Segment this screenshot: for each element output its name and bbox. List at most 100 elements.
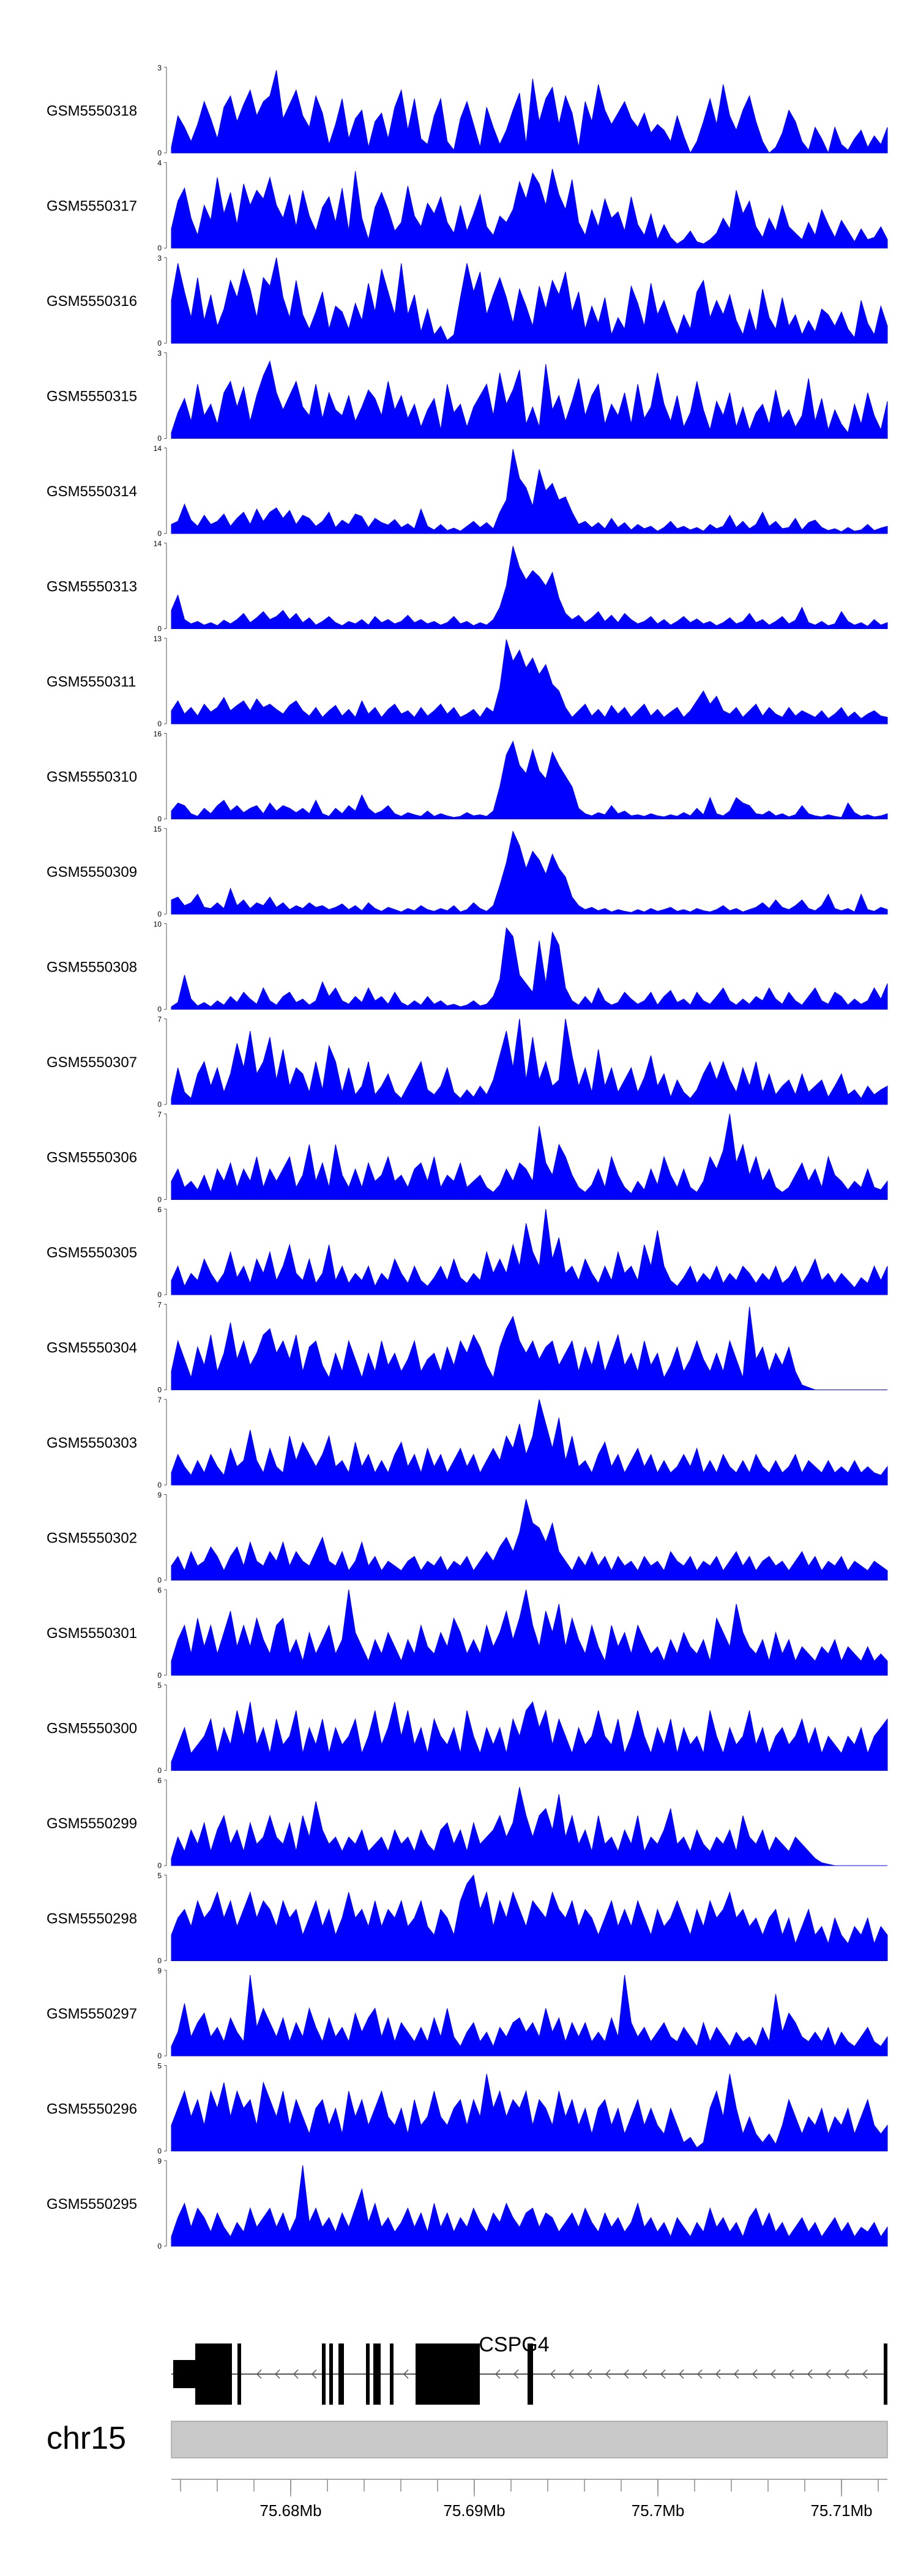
chromosome-label: chr15 xyxy=(47,2421,126,2456)
track-label: GSM5550298 xyxy=(47,1911,137,1927)
y-min-label: 0 xyxy=(157,149,162,157)
y-max-label: 6 xyxy=(157,1586,162,1595)
y-min-label: 0 xyxy=(157,910,162,918)
strand-arrow xyxy=(770,2369,776,2379)
track-label: GSM5550317 xyxy=(47,198,137,215)
coverage-track: GSM5550305 6 0 xyxy=(47,1205,888,1299)
y-min-label: 0 xyxy=(157,1671,162,1680)
track-label: GSM5550299 xyxy=(47,1815,137,1832)
coverage-area xyxy=(171,639,888,724)
strand-arrow xyxy=(494,2369,501,2379)
axis-tick-label: 75.71Mb xyxy=(810,2501,872,2520)
coverage-track: GSM5550316 3 0 xyxy=(47,254,888,348)
track-label: GSM5550309 xyxy=(47,864,137,880)
strand-arrow xyxy=(843,2369,849,2379)
strand-arrow xyxy=(311,2369,317,2379)
y-min-label: 0 xyxy=(157,720,162,728)
coverage-area xyxy=(171,1114,888,1200)
y-min-label: 0 xyxy=(157,1100,162,1109)
strand-arrow xyxy=(568,2369,574,2379)
track-label: GSM5550311 xyxy=(47,674,136,690)
coverage-area xyxy=(171,1208,888,1295)
y-min-label: 0 xyxy=(157,1290,162,1299)
coverage-track: GSM5550304 7 0 xyxy=(47,1301,887,1394)
axis-tick-label: 75.7Mb xyxy=(632,2501,685,2520)
y-max-label: 5 xyxy=(157,1872,162,1880)
strand-arrow xyxy=(807,2369,813,2379)
coverage-area xyxy=(171,360,888,439)
coverage-track: GSM5550298 5 0 xyxy=(47,1872,888,1965)
coverage-area xyxy=(171,1787,887,1866)
gene-exon xyxy=(338,2343,344,2405)
coverage-area xyxy=(171,927,888,1010)
track-label: GSM5550304 xyxy=(47,1340,137,1357)
track-label: GSM5550307 xyxy=(47,1054,137,1071)
y-max-label: 6 xyxy=(157,1776,162,1785)
strand-arrow xyxy=(256,2369,262,2379)
coverage-track: GSM5550308 10 0 xyxy=(47,920,888,1014)
y-max-label: 10 xyxy=(154,920,162,929)
strand-arrow xyxy=(696,2369,703,2379)
strand-arrow xyxy=(403,2369,409,2379)
y-max-label: 13 xyxy=(154,635,162,643)
y-max-label: 15 xyxy=(154,825,162,833)
y-min-label: 0 xyxy=(157,434,162,443)
coverage-area xyxy=(171,449,888,534)
coverage-area xyxy=(171,1306,887,1390)
coverage-track: GSM5550302 9 0 xyxy=(47,1491,888,1585)
track-label: GSM5550318 xyxy=(47,103,137,119)
coverage-track: GSM5550295 9 0 xyxy=(47,2157,888,2250)
chromosome-band xyxy=(171,2421,888,2459)
y-max-label: 3 xyxy=(157,254,162,262)
strand-arrow xyxy=(678,2369,684,2379)
axis-ticks: 75.68Mb 75.69Mb 75.7Mb 75.71Mb xyxy=(180,2479,879,2520)
track-label: GSM5550295 xyxy=(47,2196,137,2213)
y-max-label: 9 xyxy=(157,1967,162,1975)
strand-arrow xyxy=(733,2369,739,2379)
coverage-area xyxy=(171,1018,888,1105)
coverage-area xyxy=(171,168,888,248)
y-min-label: 0 xyxy=(157,2242,162,2250)
gene-exons xyxy=(173,2343,887,2405)
genomic-axis: 75.68Mb 75.69Mb 75.7Mb 75.71Mb xyxy=(171,2479,887,2520)
coverage-area xyxy=(171,1874,888,1961)
y-min-label: 0 xyxy=(157,1481,162,1489)
track-label: GSM5550316 xyxy=(47,293,137,310)
y-min-label: 0 xyxy=(157,815,162,824)
track-label: GSM5550313 xyxy=(47,579,137,595)
gene-name-label: CSPG4 xyxy=(479,2333,549,2356)
y-max-label: 14 xyxy=(154,444,162,453)
coverage-area xyxy=(171,546,888,629)
track-label: GSM5550310 xyxy=(47,769,137,786)
coverage-track: GSM5550296 5 0 xyxy=(47,2062,888,2156)
coverage-track: GSM5550310 16 0 xyxy=(47,730,888,824)
strand-arrow xyxy=(274,2369,280,2379)
track-label: GSM5550297 xyxy=(47,2006,137,2022)
gene-exon xyxy=(195,2343,232,2405)
y-max-label: 16 xyxy=(154,730,162,739)
y-min-label: 0 xyxy=(157,529,162,538)
gene-exon xyxy=(329,2343,333,2405)
y-max-label: 3 xyxy=(157,64,162,72)
y-min-label: 0 xyxy=(157,1196,162,1204)
y-min-label: 0 xyxy=(157,1005,162,1014)
y-min-label: 0 xyxy=(157,244,162,253)
gene-exon xyxy=(373,2343,381,2405)
gene-exon xyxy=(173,2360,195,2388)
strand-arrow xyxy=(752,2369,758,2379)
coverage-track: GSM5550309 15 0 xyxy=(47,825,888,918)
y-max-label: 9 xyxy=(157,1491,162,1500)
y-max-label: 9 xyxy=(157,2157,162,2165)
axis-tick-label: 75.69Mb xyxy=(443,2501,505,2520)
gene-exon xyxy=(237,2343,241,2405)
coverage-track: GSM5550300 5 0 xyxy=(47,1681,888,1775)
track-label: GSM5550296 xyxy=(47,2101,137,2118)
coverage-track: GSM5550299 6 0 xyxy=(47,1776,887,1870)
y-max-label: 6 xyxy=(157,1205,162,1214)
strand-arrow xyxy=(862,2369,868,2379)
strand-arrow xyxy=(550,2369,556,2379)
y-max-label: 7 xyxy=(157,1111,162,1119)
coverage-track: GSM5550313 14 0 xyxy=(47,540,888,633)
y-min-label: 0 xyxy=(157,339,162,348)
coverage-area xyxy=(171,257,888,344)
